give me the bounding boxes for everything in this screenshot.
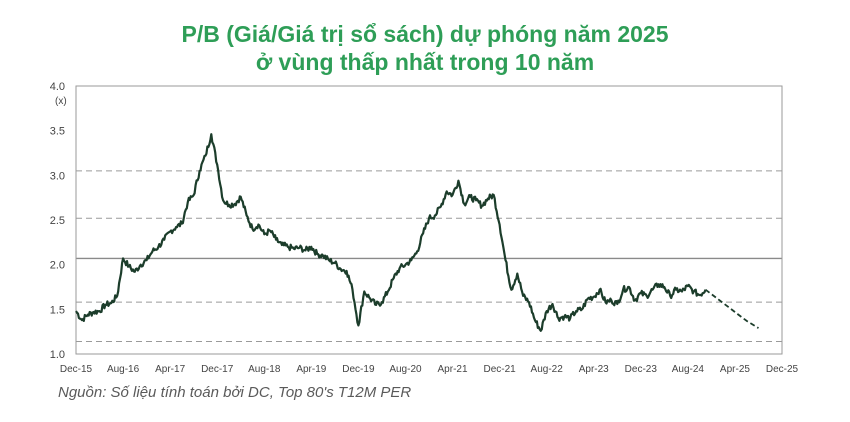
reference-lines <box>76 170 782 342</box>
chart-subtitle: ở vùng thấp nhất trong 10 năm <box>255 49 595 75</box>
y-tick-label: 1.0 <box>50 349 65 361</box>
y-axis-ticks: 1.0 1.5 2.0 2.5 3.0 3.5 4.0 <box>50 81 65 361</box>
y-tick-label: 4.0 <box>50 81 65 93</box>
x-tick-label: Apr-17 <box>155 364 185 375</box>
x-axis-ticks: Dec-15 Aug-16 Apr-17 Dec-17 Aug-18 Apr-19 Dec-… <box>60 364 799 375</box>
chart-title-block: P/B (Giá/Giá trị sổ sách) dự phóng năm 2… <box>0 20 850 76</box>
x-tick-label: Apr-19 <box>296 364 326 375</box>
x-tick-label: Aug-22 <box>531 364 564 375</box>
y-tick-label: 2.5 <box>50 215 65 227</box>
series-group <box>75 133 759 332</box>
x-tick-label: Dec-23 <box>625 364 658 375</box>
x-tick-label: Dec-25 <box>766 364 799 375</box>
x-tick-label: Dec-21 <box>483 364 516 375</box>
x-tick-label: Dec-19 <box>342 364 375 375</box>
x-tick-label: Aug-16 <box>107 364 140 375</box>
y-tick-label: 2.0 <box>50 260 65 272</box>
series-line-pb <box>75 133 707 332</box>
x-tick-label: Aug-24 <box>672 364 705 375</box>
source-note: Nguồn: Số liệu tính toán bởi DC, Top 80'… <box>58 384 412 401</box>
x-tick-label: Aug-18 <box>248 364 281 375</box>
x-tick-label: Dec-15 <box>60 364 93 375</box>
y-tick-label: 3.5 <box>50 126 65 138</box>
plot-frame <box>75 85 783 355</box>
x-tick-label: Dec-17 <box>201 364 234 375</box>
x-tick-label: Apr-25 <box>720 364 750 375</box>
x-tick-label: Apr-21 <box>438 364 468 375</box>
y-unit-label: (x) <box>55 96 67 107</box>
y-tick-label: 1.5 <box>50 304 65 316</box>
series-line-forecast <box>704 288 759 329</box>
y-tick-label: 3.0 <box>50 170 65 182</box>
chart-title: P/B (Giá/Giá trị sổ sách) dự phóng năm 2… <box>181 21 669 47</box>
x-tick-label: Aug-20 <box>389 364 422 375</box>
x-tick-label: Apr-23 <box>579 364 609 375</box>
